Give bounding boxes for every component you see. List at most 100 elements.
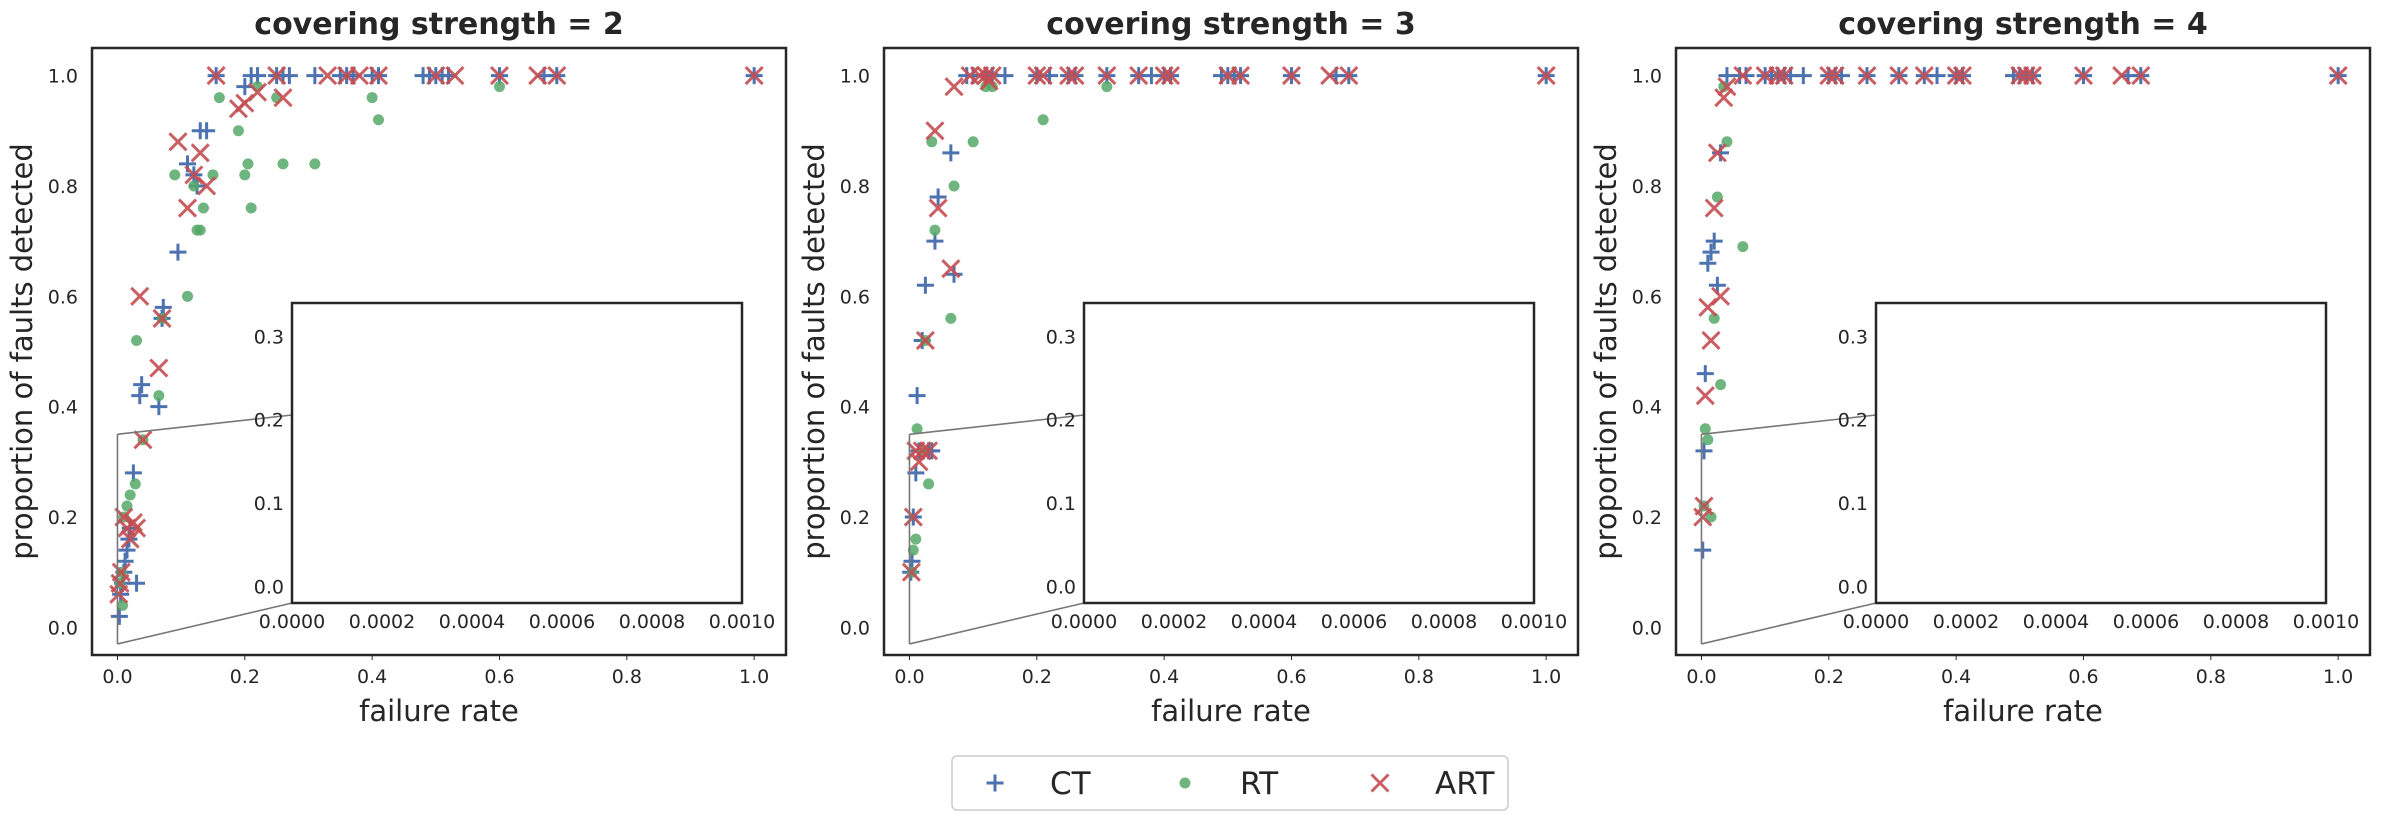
data-point [1708,312,1720,324]
inset-y-tick-label: 0.1 [1046,493,1076,515]
data-point [1701,330,1721,351]
data-point [2328,66,2348,86]
inset-y-tick-label: 0.2 [1046,410,1076,432]
y-tick-label: 0.4 [840,397,870,419]
inset-x-tick-label: 0.0008 [2203,611,2269,633]
x-tick-label: 0.0 [102,666,132,688]
data-point [910,533,922,545]
zoom-connector [1701,602,1877,645]
data-point [149,358,169,378]
inset-x-tick-label: 0.0006 [2113,611,2179,633]
inset-y-tick-label: 0.3 [254,326,284,348]
x-tick-label: 0.6 [484,666,514,688]
data-point [493,81,505,93]
data-point [118,541,136,559]
y-tick-label: 0.6 [48,286,78,308]
inset-x-tick-label: 0.0010 [2293,611,2359,633]
data-point [929,188,947,206]
x-tick-label: 0.0 [1686,666,1716,688]
data-point [445,66,465,86]
data-point [318,66,338,86]
data-point [1705,232,1723,250]
data-point [1696,365,1714,383]
legend: CT RT ART [951,755,1509,811]
zoom-connector [1701,414,1877,436]
y-tick-label: 0.0 [840,617,870,639]
inset-x-tick-label: 0.0004 [439,611,505,633]
data-point [121,500,133,512]
y-tick-label: 0.2 [48,507,78,529]
inset-x-tick-label: 0.0002 [1141,611,1207,633]
inset-x-tick-label: 0.0010 [709,611,775,633]
y-axis-label: proportion of faults detected [1589,143,1623,560]
data-point [273,88,293,108]
zoom-connector [909,414,1085,436]
data-point [124,489,136,501]
x-tick-label: 0.6 [1276,666,1306,688]
series-art [901,66,1556,582]
data-point [242,158,254,170]
zoom-connector [117,602,293,645]
y-tick-label: 0.8 [840,176,870,198]
data-point [188,180,200,192]
chart-title: covering strength = 2 [254,7,623,42]
y-tick-label: 1.0 [1632,66,1662,88]
data-point [1320,66,1340,86]
y-axis-label: proportion of faults detected [5,143,39,560]
data-point [306,67,324,85]
data-point [976,66,996,86]
data-point [127,518,147,538]
data-point [152,308,172,328]
inset-x-tick-label: 0.0006 [1321,611,1387,633]
data-point [1230,66,1251,86]
x-tick-label: 0.4 [1149,666,1179,688]
series-rt [906,81,1113,578]
inset-x-tick-label: 0.0004 [2023,611,2089,633]
data-point [1695,386,1715,406]
data-point [1033,66,1053,86]
x-tick-label: 0.2 [230,666,260,688]
data-point [915,330,935,351]
inset-axes: 0.0000 0.0002 0.0004 0.0006 0.0008 0.0010 0.0 0… [254,301,775,633]
zoom-connector [909,602,1085,645]
y-tick-label: 0.2 [840,507,870,529]
data-point [1889,66,1909,86]
y-tick-label: 0.4 [1632,397,1662,419]
x-axis-label: failure rate [1151,694,1311,728]
data-point [2073,66,2094,86]
data-point [1928,67,1946,85]
data-point [1715,379,1727,391]
x-tick-label: 0.4 [357,666,387,688]
data-point [928,198,948,218]
chart-title: covering strength = 4 [1838,7,2207,42]
inset-axes: 0.0000 0.0002 0.0004 0.0006 0.0008 0.0010 0.0 0… [1046,301,1567,633]
chart-title: covering strength = 3 [1046,7,1415,42]
y-tick-label: 1.0 [48,66,78,88]
data-point [120,529,140,549]
inset-y-tick-label: 0.0 [254,576,284,598]
inset-x-tick-label: 0.0008 [619,611,685,633]
data-point [967,136,979,148]
data-point [426,66,446,86]
data-point [232,125,244,137]
data-point [197,176,217,196]
legend-frame [951,755,1509,811]
data-point [239,169,251,181]
inset-x-tick-label: 0.0002 [1933,611,1999,633]
data-point [1065,66,1085,86]
data-point [111,562,131,582]
data-point [247,82,268,102]
inset-y-tick-label: 0.3 [1838,326,1868,348]
y-tick-label: 0.8 [1632,176,1662,198]
data-point [1059,66,1079,86]
data-point [1737,67,1755,85]
data-point [1699,254,1717,272]
data-point [245,202,257,214]
inset-y-tick-label: 0.0 [1838,576,1868,598]
data-point [1339,66,1359,86]
x-axis-label: failure rate [1943,694,2103,728]
data-point [1712,144,1730,162]
data-point [1711,191,1723,203]
inset-y-tick-label: 0.2 [1838,410,1868,432]
data-point [1027,66,1047,86]
